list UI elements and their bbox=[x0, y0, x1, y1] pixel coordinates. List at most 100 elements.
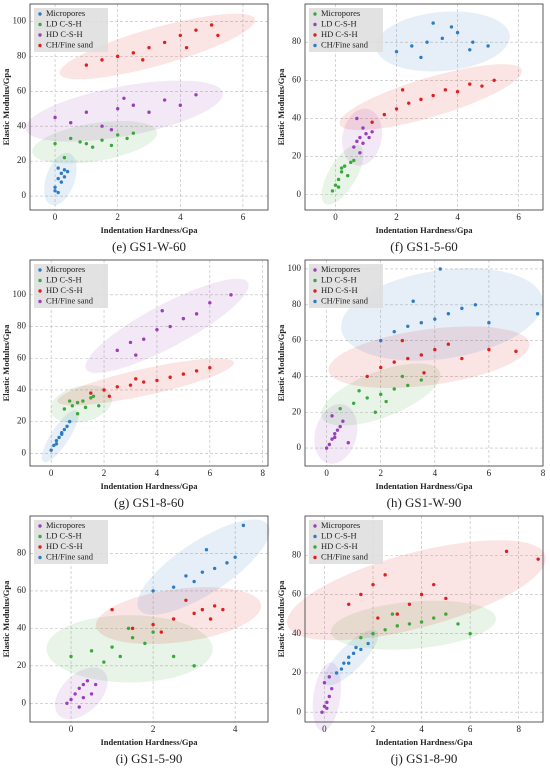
legend-label: CH/Fine sand bbox=[46, 551, 94, 561]
point bbox=[480, 84, 484, 88]
legend-marker bbox=[313, 278, 317, 283]
point bbox=[62, 407, 67, 411]
point bbox=[330, 437, 334, 441]
x-axis-title: Indentation Hardness/Gpa bbox=[100, 737, 198, 747]
point bbox=[358, 135, 362, 140]
y-tick-label: 40 bbox=[17, 120, 27, 130]
point bbox=[473, 303, 478, 307]
point bbox=[208, 301, 212, 305]
point bbox=[431, 21, 435, 25]
y-tick-label: 60 bbox=[292, 335, 302, 345]
point bbox=[134, 353, 138, 357]
cluster-ellipse bbox=[32, 120, 158, 164]
point bbox=[81, 399, 85, 403]
point bbox=[342, 661, 346, 665]
point bbox=[69, 697, 73, 702]
x-axis-title: Indentation Hardness/Gpa bbox=[100, 225, 198, 235]
point bbox=[400, 88, 405, 92]
point bbox=[115, 107, 120, 111]
y-tick-label: 20 bbox=[292, 151, 302, 161]
point bbox=[359, 647, 363, 652]
point bbox=[125, 136, 129, 141]
point bbox=[322, 681, 327, 685]
point bbox=[419, 592, 424, 597]
point bbox=[194, 93, 198, 97]
point bbox=[455, 30, 460, 35]
point bbox=[379, 392, 383, 397]
point bbox=[97, 404, 101, 408]
point bbox=[419, 55, 423, 60]
y-axis-title: Elastic Modulus/Gpa bbox=[1, 324, 11, 402]
legend-label: CH/Fine sand bbox=[46, 39, 94, 49]
point bbox=[400, 374, 405, 379]
x-axis-title: Indentation Hardness/Gpa bbox=[100, 481, 198, 491]
y-tick-label: 80 bbox=[17, 321, 27, 331]
legend-label: LD C-S-H bbox=[46, 530, 82, 540]
point bbox=[78, 140, 82, 144]
point bbox=[54, 442, 59, 446]
point bbox=[90, 145, 95, 149]
y-tick-label: 0 bbox=[22, 190, 27, 200]
point bbox=[59, 180, 64, 184]
point bbox=[370, 130, 374, 134]
point bbox=[93, 682, 98, 687]
y-tick-label: 40 bbox=[292, 628, 302, 638]
point bbox=[194, 312, 199, 316]
point bbox=[407, 101, 411, 105]
x-tick-label: 6 bbox=[241, 212, 246, 222]
x-tick-label: 6 bbox=[487, 468, 492, 478]
point bbox=[192, 611, 196, 616]
point bbox=[171, 654, 176, 659]
point bbox=[351, 651, 356, 656]
point bbox=[115, 348, 119, 353]
point bbox=[225, 561, 229, 565]
point bbox=[53, 115, 57, 120]
point bbox=[143, 641, 147, 646]
point bbox=[57, 435, 61, 440]
x-tick-label: 2 bbox=[102, 468, 107, 478]
y-tick-label: 60 bbox=[17, 352, 27, 362]
point bbox=[355, 139, 359, 144]
point bbox=[184, 598, 188, 602]
point bbox=[212, 604, 217, 608]
x-tick-label: 0 bbox=[324, 468, 329, 478]
point bbox=[330, 414, 334, 418]
point bbox=[438, 267, 442, 271]
x-tick-label: 8 bbox=[260, 468, 265, 478]
caption: (g) GS1-8-60 bbox=[114, 495, 184, 510]
legend-label: HD C-S-H bbox=[321, 541, 358, 551]
caption: (i) GS1-5-90 bbox=[116, 751, 183, 766]
point bbox=[83, 405, 88, 410]
point bbox=[333, 435, 337, 440]
point bbox=[432, 616, 436, 620]
point bbox=[419, 378, 423, 382]
legend-marker bbox=[38, 289, 42, 293]
point bbox=[394, 107, 399, 111]
point bbox=[336, 185, 341, 189]
legend-marker bbox=[38, 12, 42, 16]
legend-label: LD C-S-H bbox=[321, 530, 357, 540]
point bbox=[383, 628, 387, 632]
point bbox=[536, 557, 540, 561]
y-tick-label: 100 bbox=[13, 289, 27, 299]
point bbox=[162, 98, 167, 102]
plot-frame bbox=[304, 3, 544, 211]
point bbox=[514, 349, 518, 354]
point bbox=[333, 183, 338, 187]
cluster-ellipse bbox=[137, 519, 270, 615]
point bbox=[446, 342, 451, 346]
point bbox=[410, 44, 414, 48]
legend-label: HD C-S-H bbox=[321, 29, 358, 39]
point bbox=[155, 328, 159, 332]
point bbox=[333, 432, 337, 436]
y-tick-label: 80 bbox=[17, 548, 27, 558]
point bbox=[325, 700, 329, 705]
point bbox=[62, 175, 67, 179]
point bbox=[62, 427, 67, 432]
y-tick-label: 40 bbox=[292, 113, 302, 123]
x-tick-label: 6 bbox=[208, 468, 213, 478]
point bbox=[209, 23, 214, 27]
legend-marker bbox=[38, 43, 42, 48]
